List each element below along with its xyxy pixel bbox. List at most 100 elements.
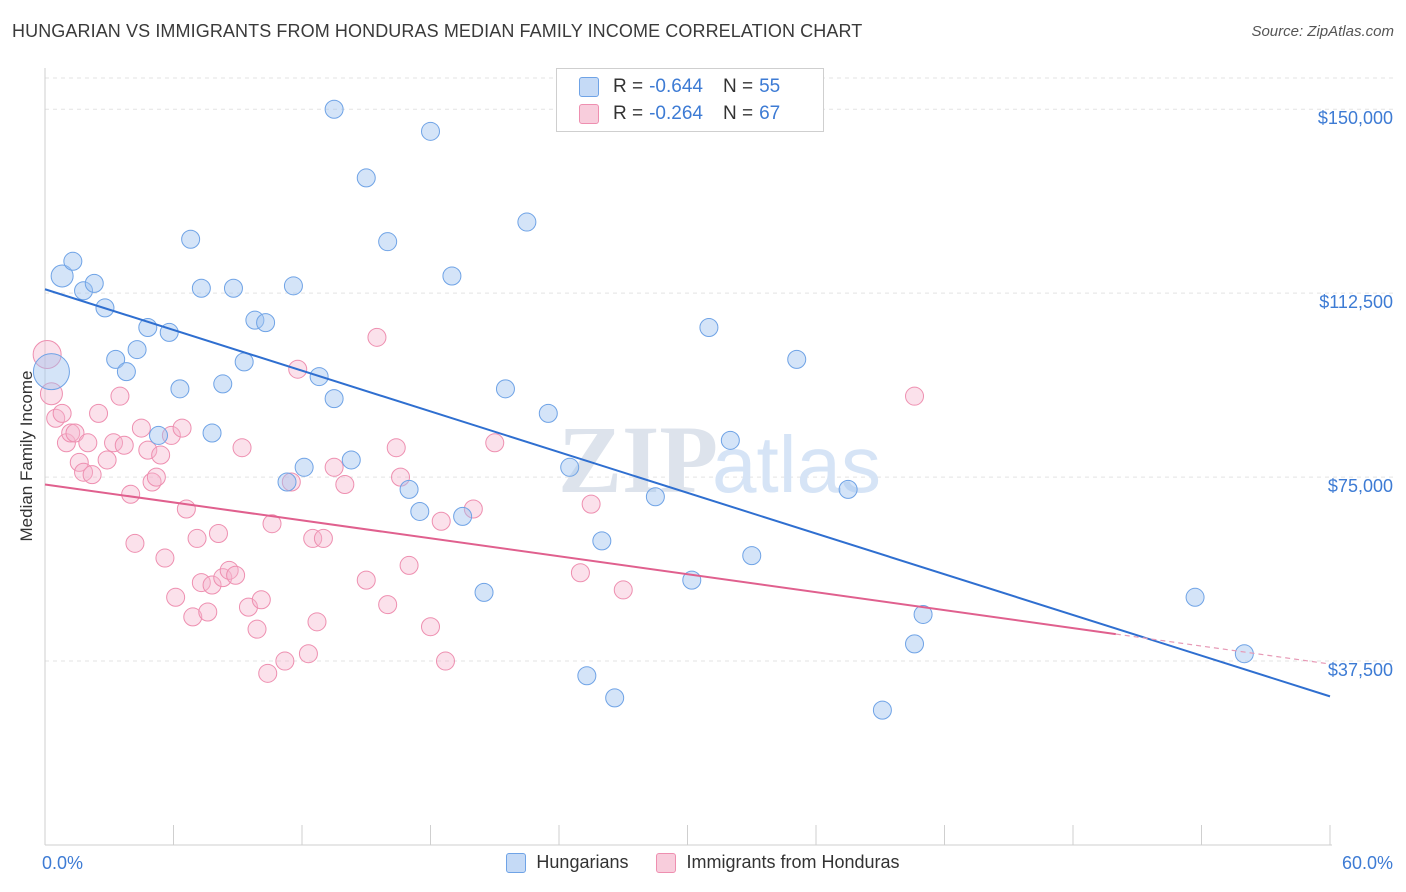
honduras-point-2[interactable] bbox=[46, 408, 66, 428]
honduras-point-63[interactable] bbox=[570, 563, 590, 583]
honduras-point-62[interactable] bbox=[485, 433, 505, 453]
honduras-point-3[interactable] bbox=[52, 403, 72, 423]
hungarians-point-48[interactable] bbox=[787, 349, 807, 369]
honduras-point-16[interactable] bbox=[121, 484, 141, 504]
hungarians-point-0[interactable] bbox=[32, 353, 70, 391]
hungarians-point-17[interactable] bbox=[223, 278, 243, 298]
hungarians-point-14[interactable] bbox=[191, 278, 211, 298]
honduras-point-48[interactable] bbox=[307, 612, 327, 632]
honduras-point-6[interactable] bbox=[65, 423, 85, 443]
honduras-point-14[interactable] bbox=[110, 386, 130, 406]
hungarians-point-43[interactable] bbox=[645, 487, 665, 507]
hungarians-point-38[interactable] bbox=[538, 403, 558, 423]
honduras-point-19[interactable] bbox=[138, 440, 158, 460]
hungarians-point-29[interactable] bbox=[378, 232, 398, 252]
hungarians-point-45[interactable] bbox=[699, 318, 719, 338]
hungarians-point-12[interactable] bbox=[170, 379, 190, 399]
hungarians-point-2[interactable] bbox=[63, 251, 83, 271]
legend-item-honduras[interactable]: Immigrants from Honduras bbox=[656, 852, 900, 873]
honduras-point-23[interactable] bbox=[155, 548, 175, 568]
legend-item-hungarians[interactable]: Hungarians bbox=[506, 852, 628, 873]
hungarians-point-7[interactable] bbox=[116, 362, 136, 382]
honduras-point-35[interactable] bbox=[219, 560, 239, 580]
hungarians-point-50[interactable] bbox=[872, 700, 892, 720]
honduras-point-44[interactable] bbox=[281, 472, 301, 492]
hungarians-point-18[interactable] bbox=[234, 352, 254, 372]
honduras-point-52[interactable] bbox=[356, 570, 376, 590]
honduras-point-41[interactable] bbox=[258, 663, 278, 683]
honduras-point-47[interactable] bbox=[303, 528, 323, 548]
honduras-point-66[interactable] bbox=[905, 386, 925, 406]
honduras-point-21[interactable] bbox=[146, 467, 166, 487]
hungarians-point-31[interactable] bbox=[410, 501, 430, 521]
honduras-point-57[interactable] bbox=[399, 555, 419, 575]
hungarians-point-42[interactable] bbox=[605, 688, 625, 708]
honduras-point-43[interactable] bbox=[275, 651, 295, 671]
honduras-point-31[interactable] bbox=[198, 602, 218, 622]
hungarians-point-46[interactable] bbox=[720, 430, 740, 450]
hungarians-point-34[interactable] bbox=[453, 506, 473, 526]
honduras-point-10[interactable] bbox=[82, 465, 102, 485]
honduras-point-32[interactable] bbox=[202, 575, 222, 595]
honduras-point-37[interactable] bbox=[232, 438, 252, 458]
hungarians-point-22[interactable] bbox=[283, 276, 303, 296]
honduras-point-65[interactable] bbox=[613, 580, 633, 600]
honduras-point-17[interactable] bbox=[125, 533, 145, 553]
honduras-point-1[interactable] bbox=[39, 382, 63, 406]
hungarians-point-52[interactable] bbox=[913, 604, 933, 624]
hungarians-point-41[interactable] bbox=[592, 531, 612, 551]
hungarians-point-6[interactable] bbox=[106, 349, 126, 369]
hungarians-point-53[interactable] bbox=[1185, 587, 1205, 607]
hungarians-point-49[interactable] bbox=[838, 479, 858, 499]
hungarians-point-37[interactable] bbox=[517, 212, 537, 232]
hungarians-point-23[interactable] bbox=[294, 457, 314, 477]
honduras-point-12[interactable] bbox=[97, 450, 117, 470]
honduras-point-54[interactable] bbox=[378, 595, 398, 615]
hungarians-point-28[interactable] bbox=[356, 168, 376, 188]
honduras-point-11[interactable] bbox=[89, 403, 109, 423]
hungarians-point-33[interactable] bbox=[442, 266, 462, 286]
honduras-point-60[interactable] bbox=[435, 651, 455, 671]
hungarians-point-21[interactable] bbox=[277, 472, 297, 492]
hungarians-point-39[interactable] bbox=[560, 457, 580, 477]
hungarians-point-3[interactable] bbox=[74, 281, 94, 301]
honduras-point-9[interactable] bbox=[78, 433, 98, 453]
hungarians-point-4[interactable] bbox=[84, 273, 104, 293]
honduras-point-42[interactable] bbox=[262, 514, 282, 534]
hungarians-point-51[interactable] bbox=[905, 634, 925, 654]
honduras-point-7[interactable] bbox=[69, 452, 89, 472]
hungarians-point-35[interactable] bbox=[474, 582, 494, 602]
hungarians-point-8[interactable] bbox=[127, 340, 147, 360]
honduras-point-29[interactable] bbox=[187, 528, 207, 548]
hungarians-point-16[interactable] bbox=[213, 374, 233, 394]
honduras-point-50[interactable] bbox=[324, 457, 344, 477]
hungarians-point-32[interactable] bbox=[421, 121, 440, 141]
hungarians-point-20[interactable] bbox=[256, 313, 276, 333]
honduras-point-46[interactable] bbox=[298, 644, 318, 664]
hungarians-point-13[interactable] bbox=[181, 229, 201, 249]
honduras-point-5[interactable] bbox=[61, 423, 81, 443]
honduras-point-22[interactable] bbox=[151, 445, 171, 465]
hungarians-point-27[interactable] bbox=[341, 450, 361, 470]
hungarians-point-54[interactable] bbox=[1234, 644, 1254, 664]
hungarians-point-40[interactable] bbox=[577, 666, 597, 686]
honduras-point-39[interactable] bbox=[247, 619, 267, 639]
hungarians-point-1[interactable] bbox=[50, 264, 74, 288]
hungarians-point-30[interactable] bbox=[399, 479, 419, 499]
honduras-point-64[interactable] bbox=[581, 494, 601, 514]
honduras-point-55[interactable] bbox=[386, 438, 406, 458]
honduras-point-28[interactable] bbox=[183, 607, 203, 627]
honduras-point-40[interactable] bbox=[251, 590, 271, 610]
honduras-point-59[interactable] bbox=[431, 511, 451, 531]
honduras-point-53[interactable] bbox=[367, 327, 387, 347]
honduras-point-18[interactable] bbox=[131, 418, 151, 438]
hungarians-point-36[interactable] bbox=[495, 379, 515, 399]
honduras-point-25[interactable] bbox=[166, 587, 186, 607]
hungarians-point-15[interactable] bbox=[202, 423, 222, 443]
honduras-point-26[interactable] bbox=[172, 418, 192, 438]
hungarians-point-47[interactable] bbox=[742, 546, 762, 566]
hungarians-point-25[interactable] bbox=[324, 99, 344, 119]
honduras-point-36[interactable] bbox=[226, 565, 246, 585]
hungarians-point-10[interactable] bbox=[149, 425, 169, 445]
honduras-point-58[interactable] bbox=[421, 617, 440, 637]
